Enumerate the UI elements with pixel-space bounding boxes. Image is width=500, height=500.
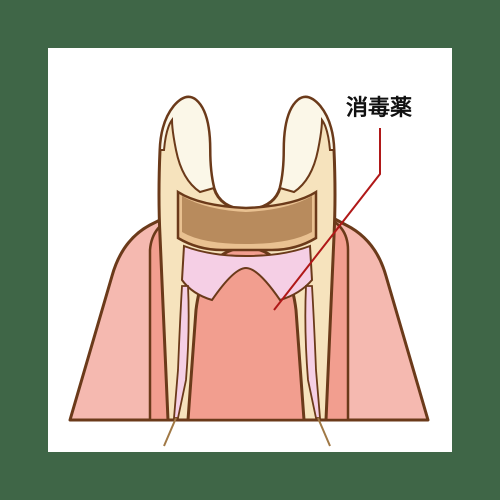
tooth-diagram bbox=[0, 0, 500, 500]
disinfectant-label: 消毒薬 bbox=[346, 90, 412, 122]
